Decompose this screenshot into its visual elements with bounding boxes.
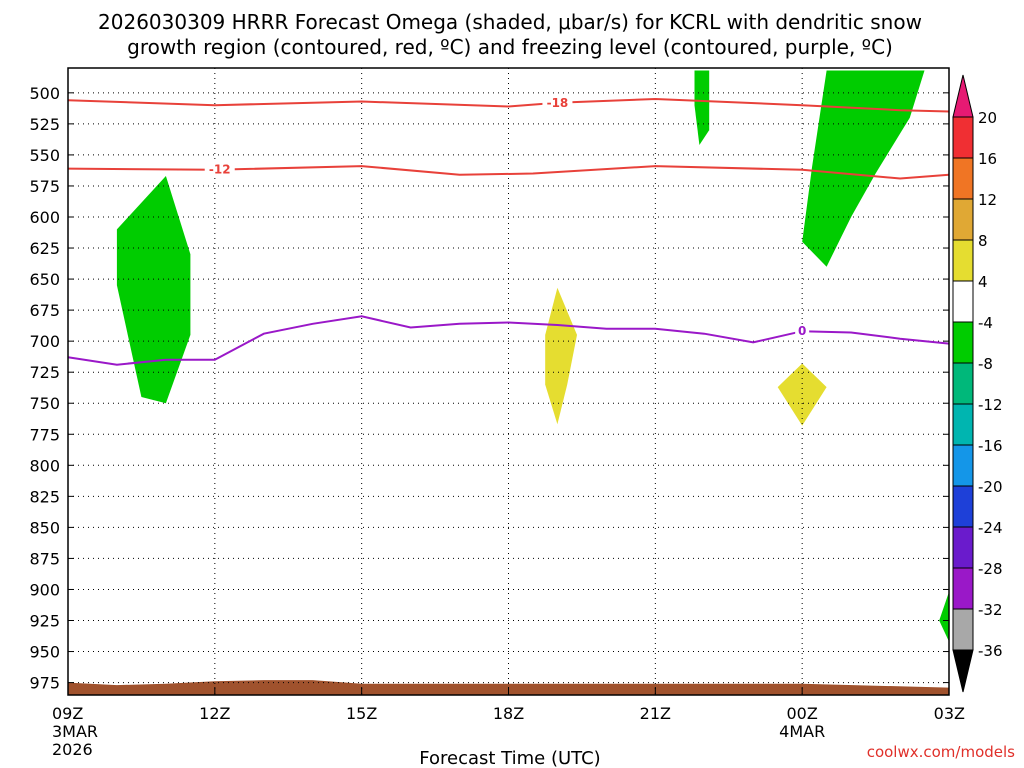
colorbar-swatch	[952, 157, 974, 200]
plot-area: -18 -12 0 500 525 550 575 600 625 650 675 700 725 750…	[29, 67, 965, 759]
omega-region-5	[777, 363, 827, 426]
y-tick-label: 725	[29, 363, 60, 382]
colorbar-label: 16	[978, 150, 997, 168]
y-tick-label: 775	[29, 425, 60, 444]
y-tick-label: 875	[29, 549, 60, 568]
y-tick-label: 850	[29, 518, 60, 537]
chart-title-line2: growth region (contoured, red, ºC) and f…	[127, 35, 893, 59]
x-tick-sublabel: 3MAR	[52, 722, 98, 741]
y-tick-label: 800	[29, 456, 60, 475]
colorbar-label: -8	[978, 355, 993, 373]
colorbar: 20 16 12 8 4 -4 -8 -12 -16 -20 -24 -28 -32 -36	[952, 74, 1003, 693]
y-tick-label: 950	[29, 643, 60, 662]
colorbar-swatch	[952, 239, 974, 282]
colorbar-swatch	[952, 362, 974, 405]
colorbar-swatch	[952, 526, 974, 569]
colorbar-swatch	[952, 116, 974, 159]
x-tick-label: 09Z	[52, 704, 83, 723]
colorbar-label: 20	[978, 109, 997, 127]
y-tick-label: 525	[29, 115, 60, 134]
contour-label-bg	[542, 95, 573, 110]
y-tick-label: 650	[29, 270, 60, 289]
omega-region-4	[545, 287, 577, 425]
colorbar-label: 12	[978, 191, 997, 209]
omega-region-3	[939, 591, 949, 642]
colorbar-swatch	[952, 321, 974, 364]
x-tick-sublabel: 2026	[52, 740, 93, 759]
colorbar-label: 4	[978, 273, 988, 291]
colorbar-label: -20	[978, 478, 1003, 496]
y-tick-label: 600	[29, 208, 60, 227]
y-tick-label: 550	[29, 146, 60, 165]
colorbar-swatch	[952, 608, 974, 651]
contour-label--18: -18	[547, 96, 569, 110]
omega-region-2	[802, 70, 925, 267]
y-tick-label: 900	[29, 580, 60, 599]
colorbar-swatch	[952, 444, 974, 487]
colorbar-swatch	[952, 198, 974, 241]
x-tick-label: 15Z	[346, 704, 377, 723]
x-tick-label: 18Z	[493, 704, 524, 723]
x-tick-label: 21Z	[640, 704, 671, 723]
omega-region-1	[694, 70, 710, 145]
colorbar-top-triangle	[952, 74, 974, 118]
chart-title-line1: 2026030309 HRRR Forecast Omega (shaded, …	[98, 10, 922, 34]
y-tick-label: 675	[29, 301, 60, 320]
y-tick-label: 925	[29, 612, 60, 631]
y-tick-label: 825	[29, 487, 60, 506]
colorbar-label: -28	[978, 560, 1003, 578]
colorbar-label: -16	[978, 437, 1003, 455]
y-tick-label: 975	[29, 674, 60, 693]
x-tick-label: 00Z	[787, 704, 818, 723]
contour-label-0: 0	[798, 324, 806, 338]
x-tick-label: 12Z	[199, 704, 230, 723]
y-tick-label: 500	[29, 84, 60, 103]
colorbar-swatch	[952, 485, 974, 528]
omega-region-0	[116, 176, 191, 404]
colorbar-label: -24	[978, 519, 1003, 537]
y-tick-label: 575	[29, 177, 60, 196]
x-axis-label: Forecast Time (UTC)	[419, 748, 600, 768]
colorbar-label: -36	[978, 642, 1003, 660]
contour--18	[67, 97, 950, 113]
contour-label-bg	[795, 324, 810, 339]
credit-text: coolwx.com/models	[867, 743, 1015, 761]
contour-label-bg	[204, 162, 235, 177]
colorbar-swatch	[952, 567, 974, 610]
colorbar-label: -4	[978, 314, 993, 332]
colorbar-label: -12	[978, 396, 1003, 414]
colorbar-bottom-triangle	[952, 649, 974, 693]
colorbar-swatch	[952, 403, 974, 446]
colorbar-label: 8	[978, 232, 988, 250]
y-tick-label: 750	[29, 394, 60, 413]
x-tick-label: 03Z	[934, 704, 965, 723]
y-tick-label: 700	[29, 332, 60, 351]
contour-label--12: -12	[209, 163, 231, 177]
x-tick-sublabel: 4MAR	[779, 722, 825, 741]
y-tick-label: 625	[29, 239, 60, 258]
colorbar-swatch	[952, 280, 974, 323]
colorbar-label: -32	[978, 601, 1003, 619]
contour--12	[67, 165, 950, 180]
